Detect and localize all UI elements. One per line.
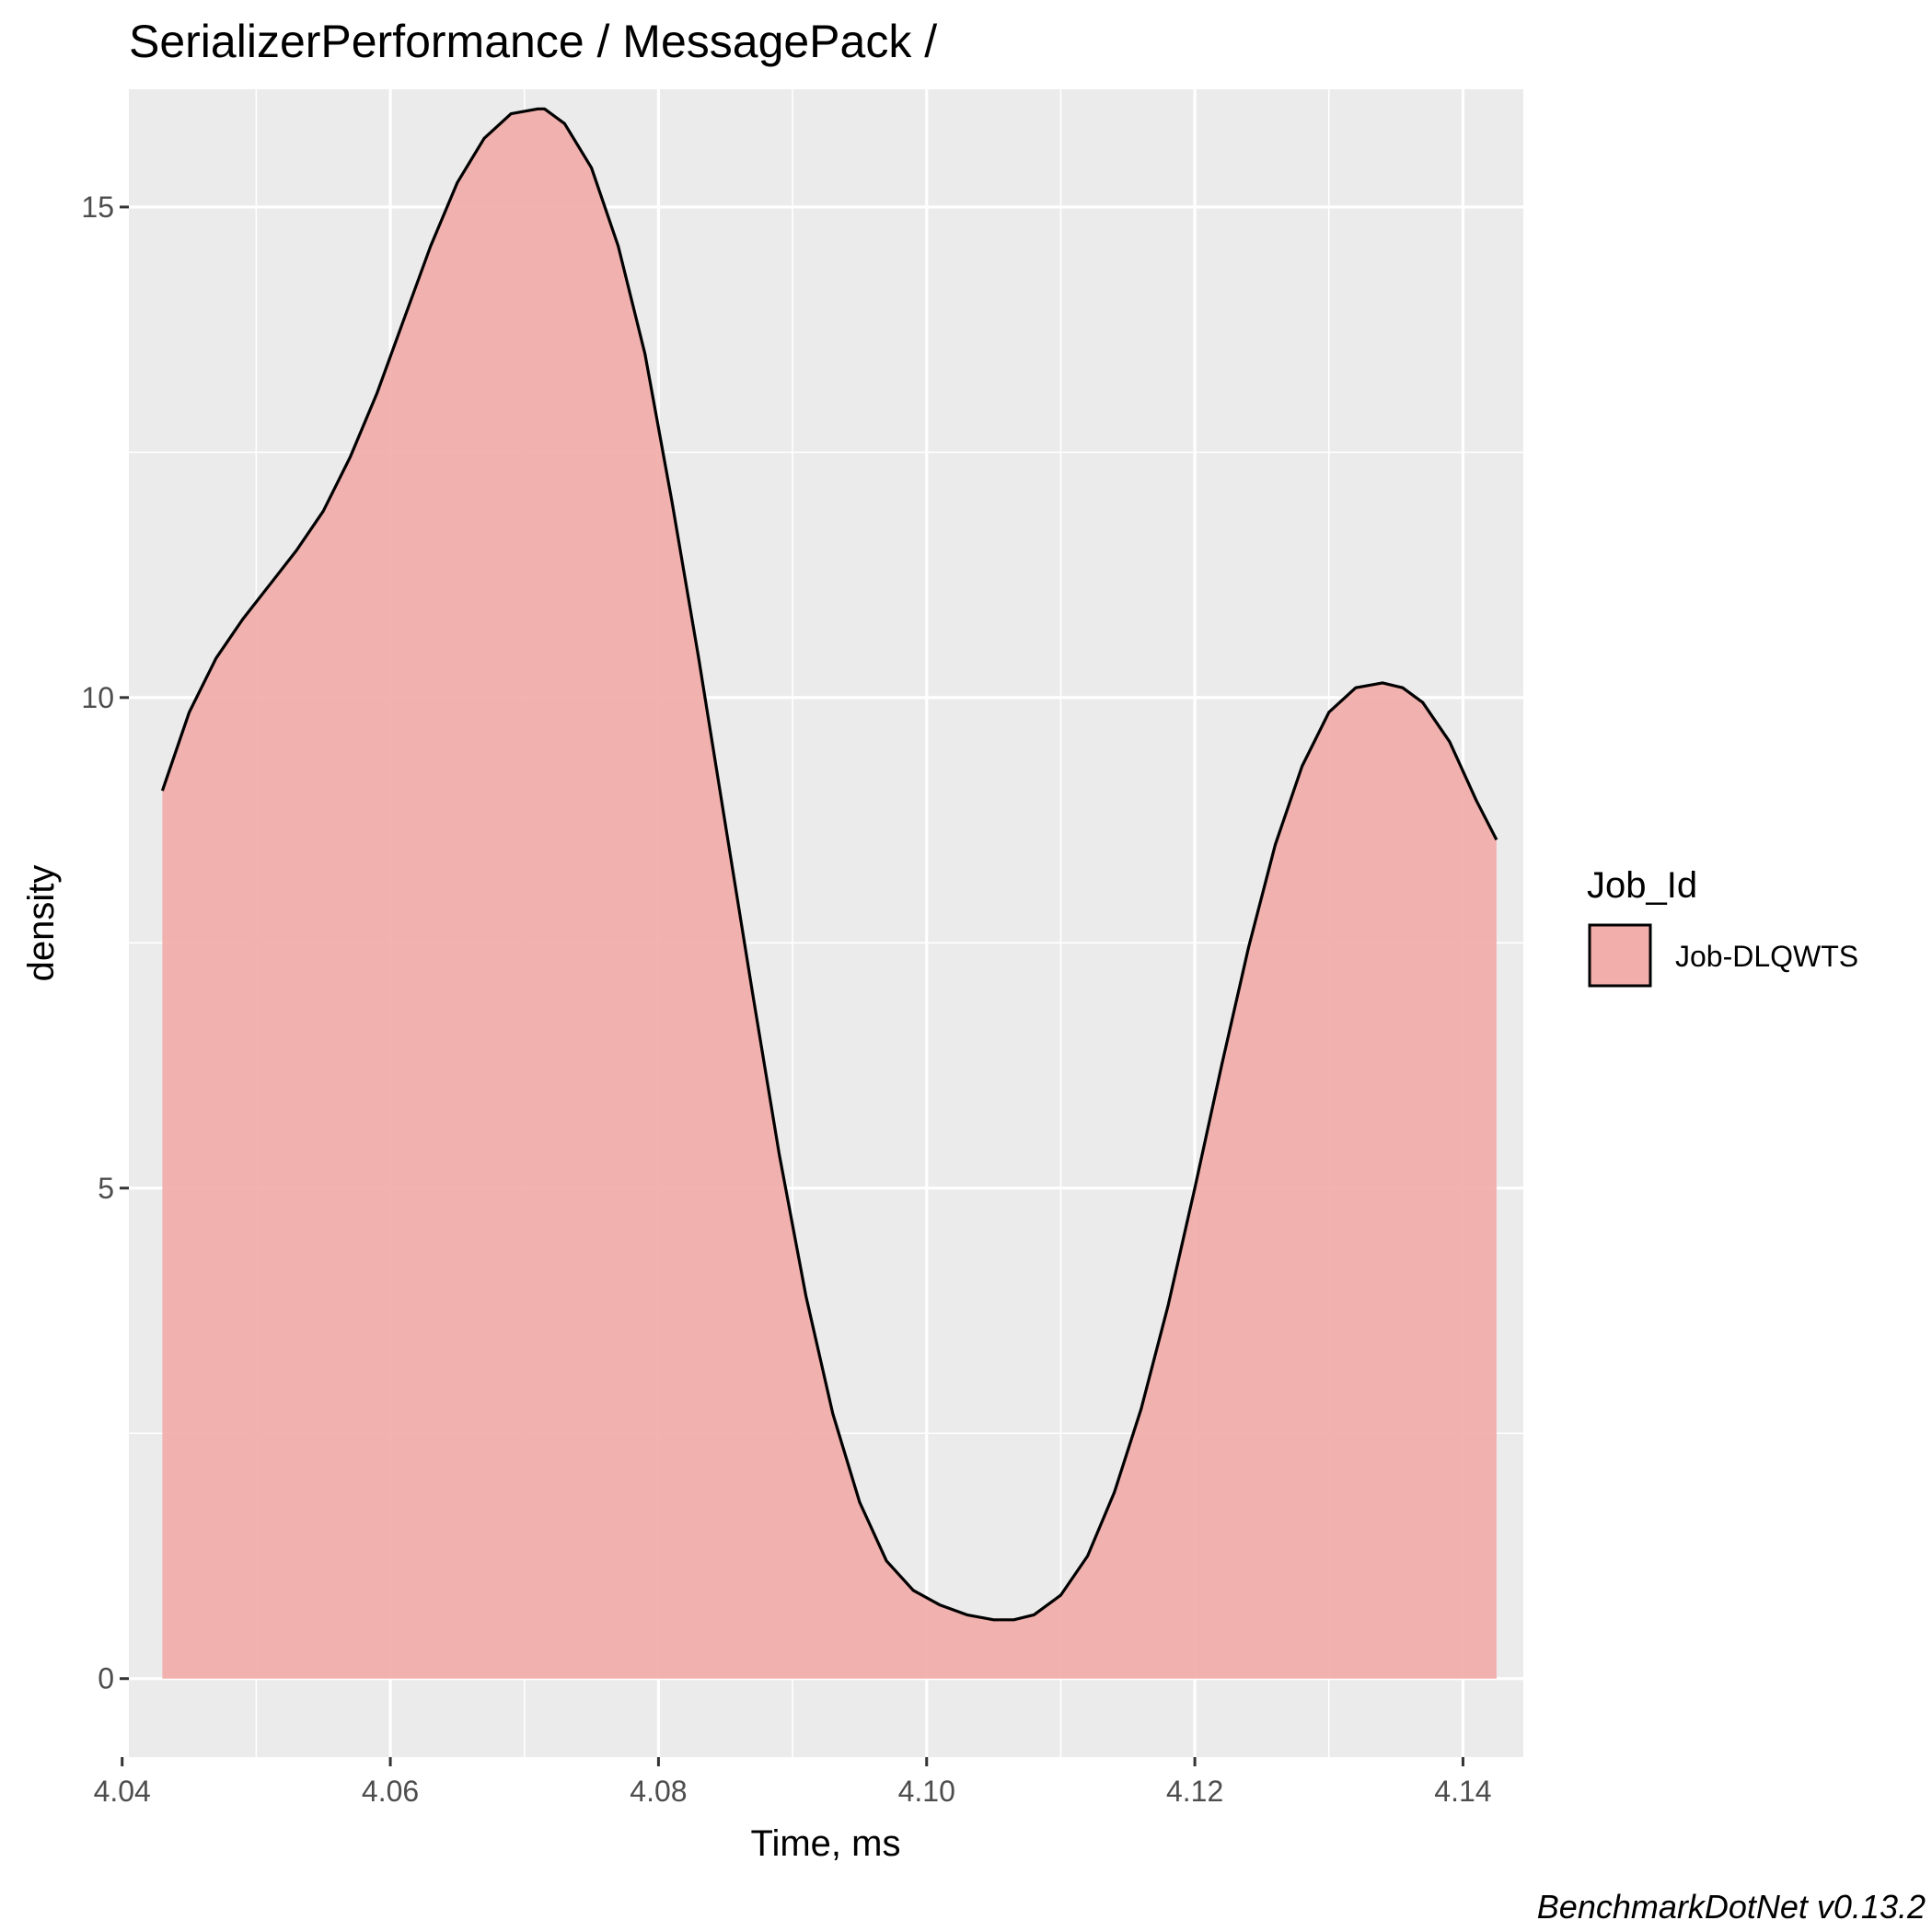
x-tick-label: 4.06 bbox=[362, 1775, 419, 1808]
density-series bbox=[160, 107, 1498, 1679]
y-axis: 0 5 10 15 bbox=[81, 191, 129, 1695]
x-axis: 4.04 4.06 4.08 4.10 4.12 4.14 bbox=[94, 1757, 1492, 1808]
y-tick-label: 10 bbox=[81, 681, 114, 714]
legend-entry-label: Job-DLQWTS bbox=[1675, 940, 1858, 973]
x-tick-label: 4.14 bbox=[1434, 1775, 1491, 1808]
chart-title: SerializerPerformance / MessagePack / bbox=[129, 16, 937, 67]
legend-title: Job_Id bbox=[1587, 865, 1697, 906]
y-tick-label: 15 bbox=[81, 191, 114, 224]
density-curve bbox=[160, 107, 1498, 1622]
x-axis-title: Time, ms bbox=[751, 1823, 901, 1864]
y-tick-label: 0 bbox=[98, 1662, 114, 1695]
legend: Job_Id Job-DLQWTS bbox=[1587, 865, 1858, 988]
caption: BenchmarkDotNet v0.13.2 bbox=[1537, 1888, 1926, 1926]
x-tick-label: 4.08 bbox=[630, 1775, 687, 1808]
x-tick-label: 4.04 bbox=[94, 1775, 151, 1808]
density-area bbox=[162, 109, 1497, 1679]
y-tick-label: 5 bbox=[98, 1172, 114, 1205]
x-tick-label: 4.12 bbox=[1166, 1775, 1223, 1808]
x-tick-label: 4.10 bbox=[898, 1775, 955, 1808]
y-axis-title: density bbox=[21, 865, 62, 982]
legend-key-swatch bbox=[1588, 923, 1652, 988]
